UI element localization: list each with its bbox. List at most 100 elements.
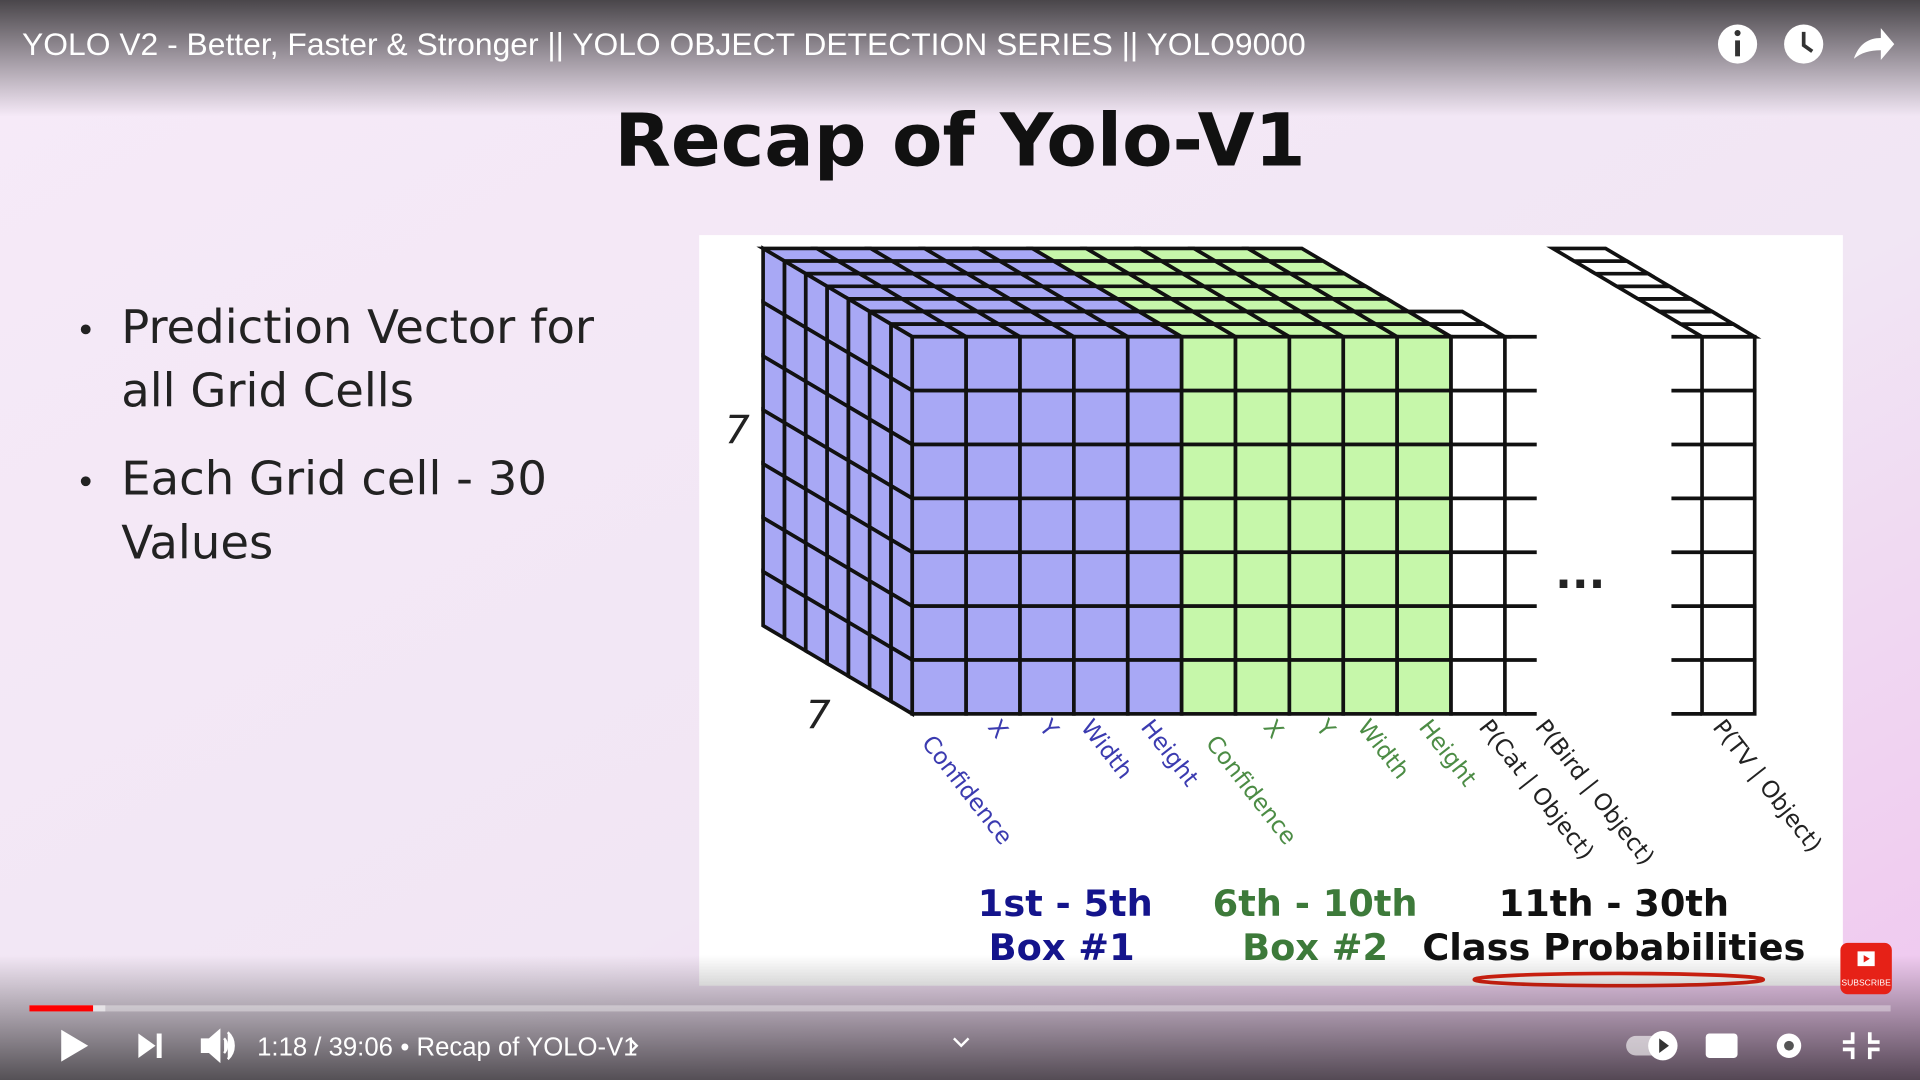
group-range: 6th - 10th [1213,882,1418,925]
grid-cell [1233,334,1292,393]
grid-cell [1395,334,1453,393]
grid-cell [1449,496,1507,555]
grid-cell [964,442,1022,501]
fullscreen-exit-button[interactable] [1842,1032,1880,1060]
grid-cell [1233,388,1292,447]
grid-cell [1700,442,1757,501]
icon-part [1659,1038,1669,1054]
grid-cell [1395,658,1453,716]
bullet-text: Values [121,515,273,569]
grid-cell [964,334,1022,393]
rows-label: 7 [725,408,750,453]
grid-cell [1341,550,1399,608]
grid-cell [1700,658,1757,716]
grid-cell [1449,442,1507,501]
grid-cell [1287,604,1346,662]
bottom-overlay [0,955,1920,1080]
grid-cell [1287,658,1346,716]
grid-cell [1018,496,1076,555]
grid-cell [1341,442,1399,501]
grid-cell [825,606,851,680]
next-button[interactable] [138,1033,162,1058]
grid-cell [1125,496,1184,555]
grid-cell [846,618,872,692]
bullet [80,476,91,487]
grid-cell [1233,442,1292,501]
grid-cell [1395,442,1453,501]
grid-cell [1018,658,1076,716]
progress-track[interactable] [29,1005,1891,1012]
grid-cell [1546,246,1634,263]
grid-cell [1341,604,1399,662]
grid-cell [1072,604,1130,662]
depth-label: 7 [806,694,831,739]
grid-cell [910,442,968,501]
grid-cell [1072,334,1130,393]
grid-cell [803,593,829,667]
chapter-title[interactable]: • Recap of YOLO-V1 [400,1034,637,1062]
grid-cell [1072,442,1130,501]
grid-cell [910,550,968,608]
subscribe-text: SUBSCRIBE [1841,978,1891,988]
grid-cell [964,388,1022,447]
grid-cell [964,658,1022,716]
bullet-text: Prediction Vector for [121,300,595,354]
grid-cell [1072,388,1130,447]
progress-played [29,1005,94,1012]
chapter-chevron [629,1038,639,1053]
icon-part [1863,955,1870,963]
play-button[interactable] [61,1029,89,1062]
bullet-list: Prediction Vector for all Grid Cells Eac… [80,300,595,569]
grid-cell [1341,334,1399,393]
group-range: 1st - 5th [978,882,1153,925]
grid-cell [910,496,968,555]
bullet [80,324,91,335]
captions-button[interactable] [1705,1033,1738,1058]
grid-cell [910,658,968,716]
grid-cell [910,334,968,393]
grid-cell [1287,496,1346,555]
grid-cell [1179,604,1238,662]
grid-cell [1700,388,1757,447]
grid-cell [1018,550,1076,608]
volume-button[interactable] [200,1028,235,1064]
controls: 1:18 / 39:06 • Recap of YOLO-V1 [61,1028,1880,1064]
grid-cell [1233,658,1292,716]
grid-cell [1125,550,1184,608]
grid-cell [964,496,1022,555]
grid-cell [1179,334,1238,393]
video-title[interactable]: YOLO V2 - Better, Faster & Stronger || Y… [22,26,1306,62]
grid-cell [1233,550,1292,608]
ellipsis: ... [1555,548,1605,599]
grid-cell [1233,604,1292,662]
icon-part [1734,30,1741,37]
grid-diagram [756,245,1762,718]
grid-cell [1072,496,1130,555]
grid-cell [964,604,1022,662]
grid-cell [782,581,808,655]
grid-cell [1018,334,1076,393]
grid-cell [1179,442,1238,501]
grid-cell [1125,388,1184,447]
grid-cell [1700,334,1757,393]
top-overlay [0,0,1920,117]
share-button[interactable] [1853,28,1895,60]
grid-cell [1341,496,1399,555]
grid-cell [1449,604,1507,662]
grid-cell [1179,388,1238,447]
icon-part [1735,40,1740,57]
grid-cell [1179,658,1238,716]
grid-cell [1449,388,1507,447]
bullet-text: all Grid Cells [121,364,414,418]
grid-cell [1287,442,1346,501]
grid-cell [1449,334,1507,393]
subscribe-button[interactable] [1840,942,1892,995]
grid-cell [1395,388,1453,447]
grid-cell [1287,388,1346,447]
grid-cell [1287,550,1346,608]
grid-cell [910,604,968,662]
grid-cell [1449,550,1507,608]
grid-cell [1395,550,1453,608]
expand-chevron[interactable] [953,1037,970,1048]
